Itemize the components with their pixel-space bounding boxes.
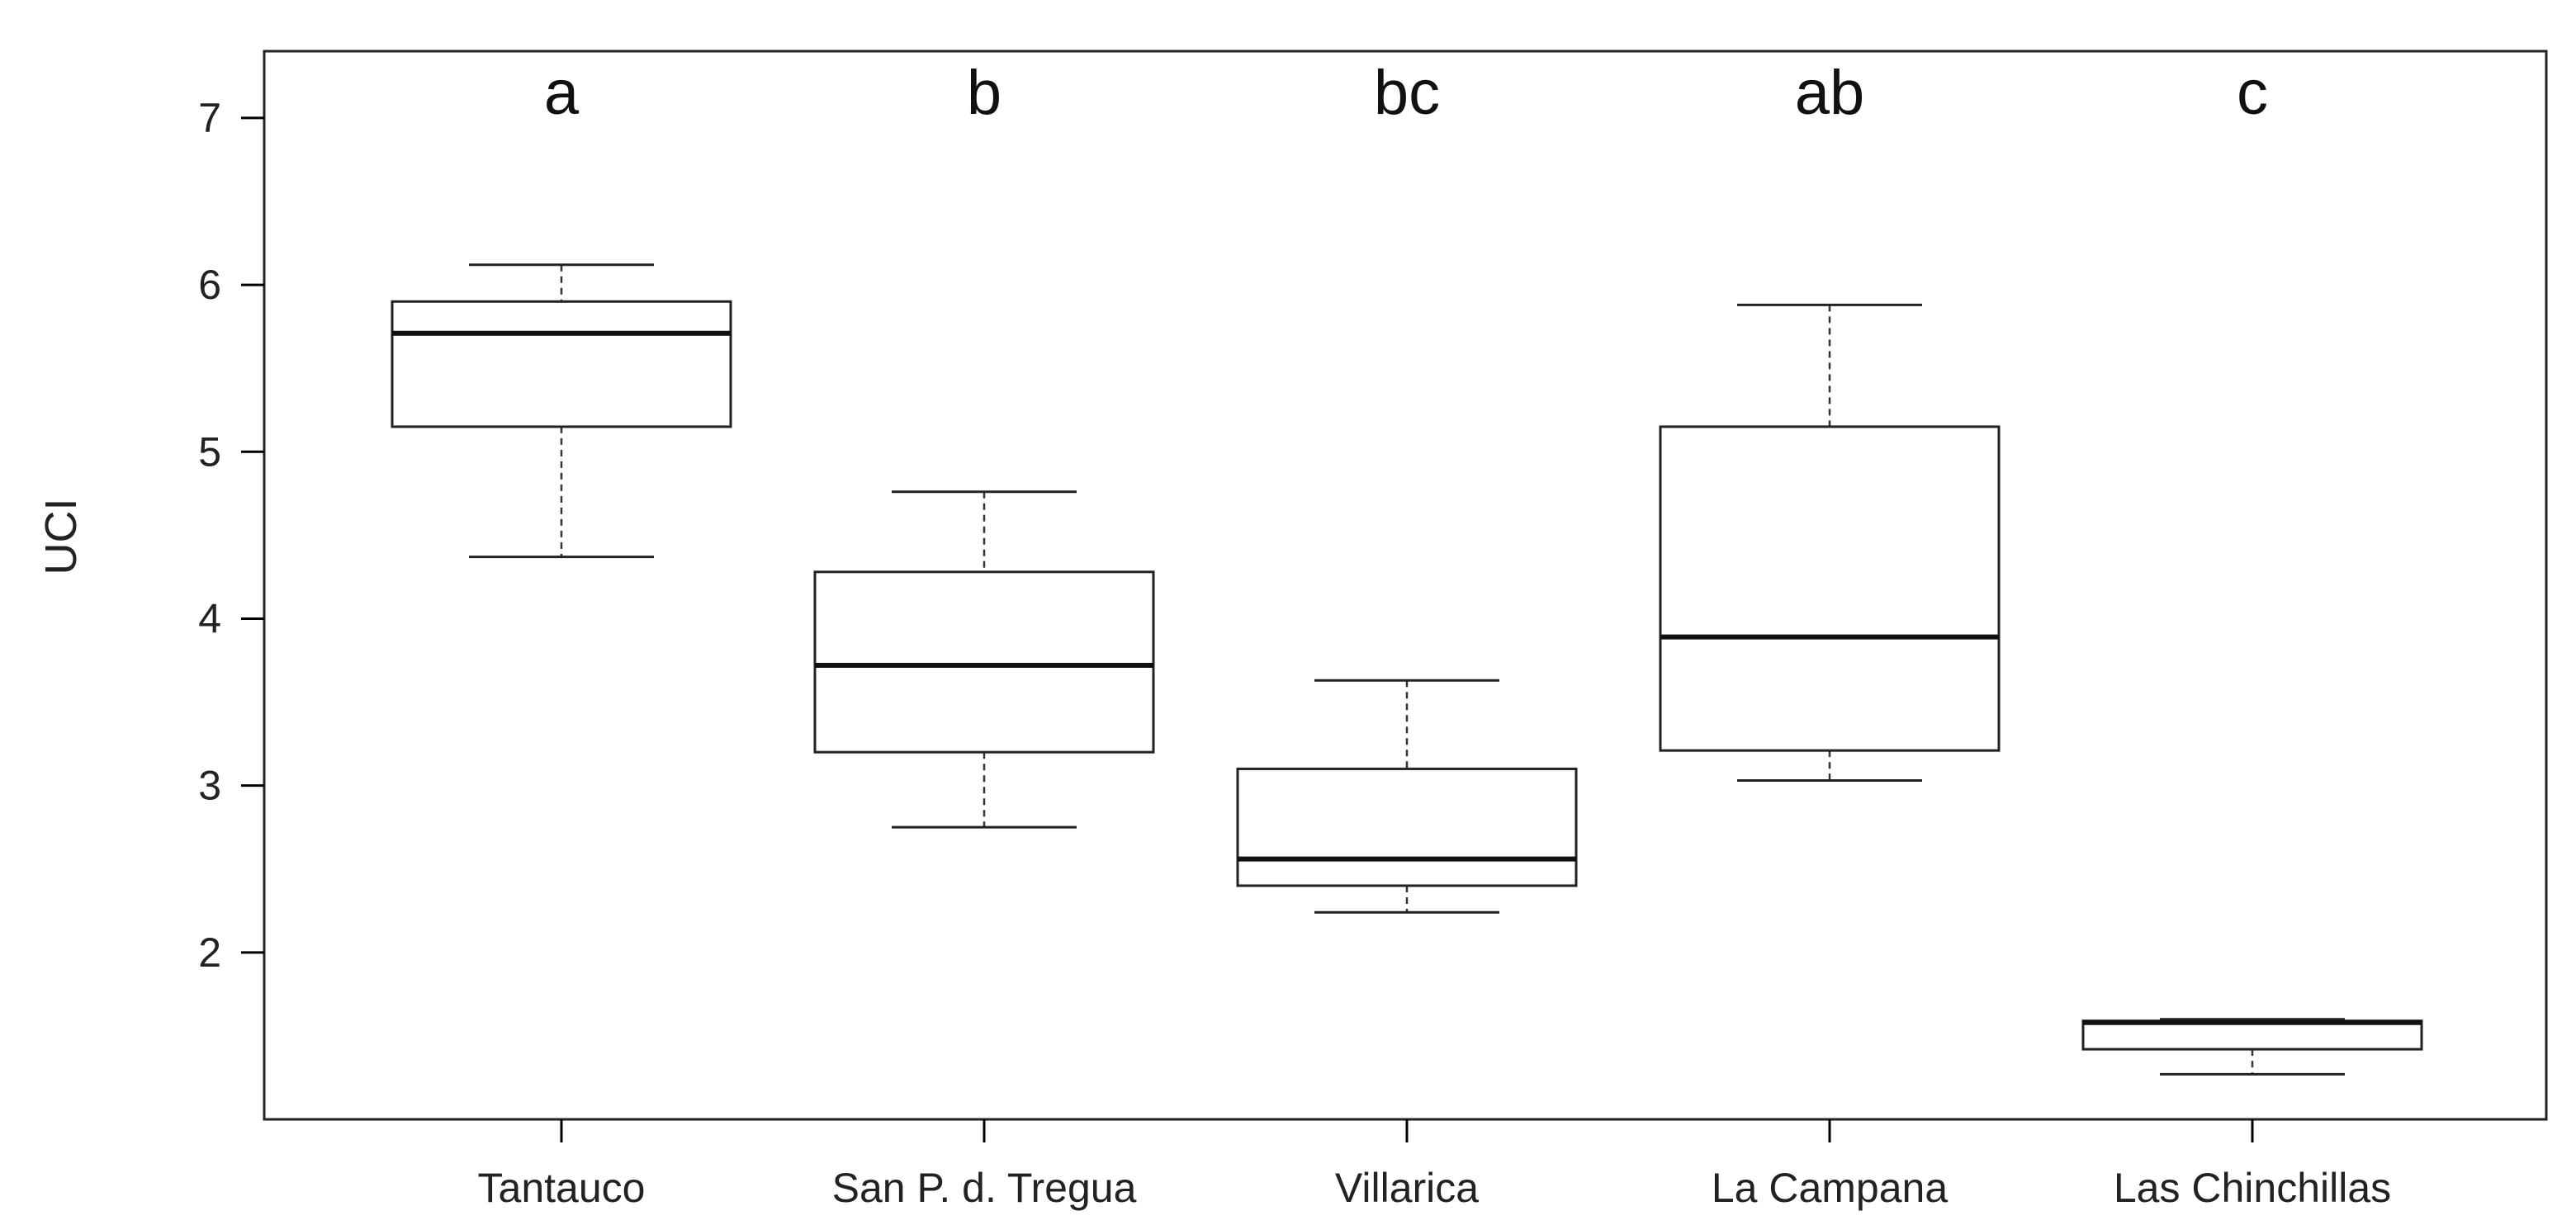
y-tick-label: 4 — [198, 595, 221, 641]
y-tick-label: 3 — [198, 763, 221, 809]
group-letter: ab — [1795, 58, 1865, 128]
y-tick-label: 5 — [198, 428, 221, 475]
iqr-box — [813, 570, 1155, 754]
iqr-box — [2081, 1019, 2423, 1051]
plot-frame — [263, 50, 2548, 1121]
x-tick-label: Las Chinchillas — [2114, 1165, 2391, 1211]
x-tick-label: La Campana — [1712, 1165, 1948, 1211]
y-axis-label: UCI — [36, 499, 86, 575]
group-letters: a b bc ab c — [544, 58, 2268, 128]
y-tick-label: 7 — [198, 95, 221, 141]
group-letter: c — [2237, 58, 2268, 128]
group-letter: b — [967, 58, 1002, 128]
boxes-layer — [391, 263, 2423, 1076]
iqr-box — [1236, 767, 1578, 887]
box-1 — [391, 263, 732, 559]
iqr-box — [391, 300, 732, 428]
x-tick-label: Villarica — [1335, 1165, 1479, 1211]
group-letter: a — [544, 58, 580, 128]
box-3 — [1236, 679, 1578, 914]
iqr-box — [1659, 425, 2001, 752]
y-tick-label: 2 — [198, 929, 221, 976]
group-letter: bc — [1374, 58, 1440, 128]
y-tick-label: 6 — [198, 262, 221, 308]
x-axis: Tantauco San P. d. Tregua Villarica La Camp… — [478, 1119, 2391, 1211]
x-tick-label: Tantauco — [478, 1165, 646, 1211]
y-axis: 2 3 4 5 6 7 — [198, 95, 264, 976]
box-4 — [1659, 303, 2001, 783]
box-5 — [2081, 1018, 2423, 1076]
x-tick-label: San P. d. Tregua — [832, 1165, 1137, 1211]
box-2 — [813, 490, 1155, 829]
